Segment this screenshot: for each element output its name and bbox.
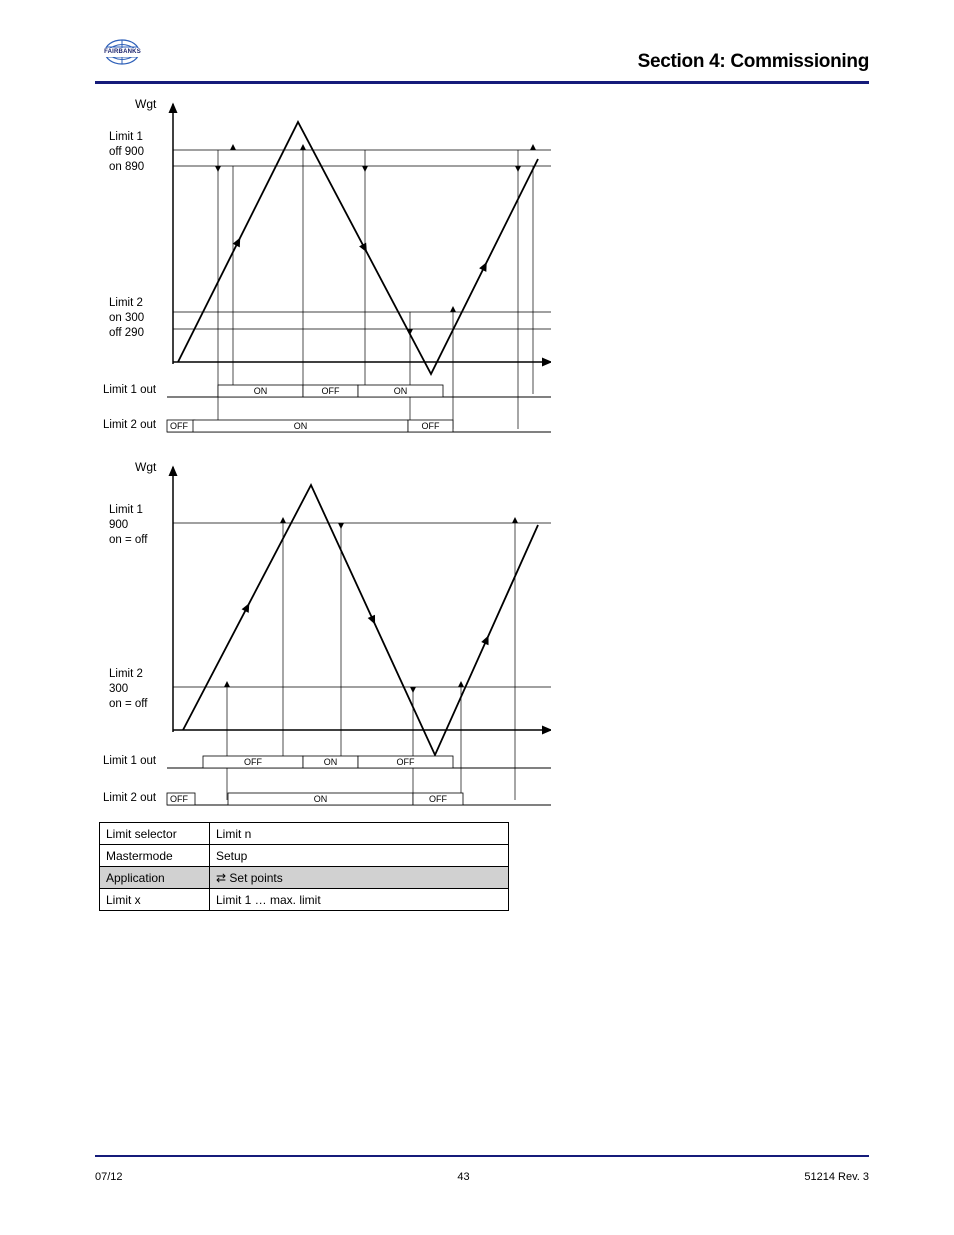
svg-text:OFF: OFF [244, 757, 262, 767]
svg-text:300: 300 [109, 683, 128, 695]
svg-text:ON: ON [314, 794, 328, 804]
svg-text:Limit 1 out: Limit 1 out [103, 755, 157, 767]
limit-diagram-1: Wgt Limit 1 off 900 on 890 Limit 2 on 300 off … [103, 94, 869, 449]
svg-text:ON: ON [394, 386, 408, 396]
svg-text:ON: ON [324, 757, 338, 767]
svg-text:ON: ON [294, 421, 308, 431]
svg-text:OFF: OFF [429, 794, 447, 804]
table-cell: Limit 1 … max. limit [210, 889, 509, 911]
svg-text:ON: ON [254, 386, 268, 396]
table-cell: Application [100, 867, 210, 889]
svg-text:900: 900 [109, 519, 128, 531]
footer-rule [95, 1155, 869, 1157]
svg-text:Limit 1 out: Limit 1 out [103, 384, 157, 396]
svg-text:Wgt: Wgt [135, 97, 157, 111]
table-cell: Mastermode [100, 845, 210, 867]
svg-text:on = off: on = off [109, 698, 148, 710]
svg-text:Limit 2: Limit 2 [109, 297, 143, 309]
section-heading: Section 4: Commissioning [638, 51, 869, 73]
svg-text:Wgt: Wgt [135, 460, 157, 474]
limit-selector-table: Limit selectorLimit nMastermodeSetupAppl… [95, 822, 869, 911]
svg-text:off 900: off 900 [109, 146, 144, 158]
table-cell: Setup [210, 845, 509, 867]
svg-text:Limit 1: Limit 1 [109, 131, 143, 143]
svg-text:on 890: on 890 [109, 161, 144, 173]
svg-text:Limit 2 out: Limit 2 out [103, 419, 157, 431]
svg-text:Limit 2 out: Limit 2 out [103, 792, 157, 804]
table-cell: Limit selector [100, 823, 210, 845]
svg-text:OFF: OFF [397, 757, 415, 767]
svg-text:OFF: OFF [422, 421, 440, 431]
logo-text: FAIRBANKS [95, 49, 150, 55]
footer-left: 07/12 [95, 1171, 123, 1183]
svg-text:on = off: on = off [109, 534, 148, 546]
svg-text:OFF: OFF [322, 386, 340, 396]
limit-diagram-2: Wgt Limit 1 900 on = off Limit 2 300 on = off L… [103, 455, 869, 816]
footer-page: 43 [123, 1171, 805, 1183]
table-cell: ⇄ Set points [210, 867, 509, 889]
footer-right: 51214 Rev. 3 [804, 1171, 869, 1183]
fairbanks-logo: FAIRBANKS [95, 35, 150, 73]
header-rule [95, 81, 869, 84]
svg-text:off 290: off 290 [109, 327, 144, 339]
svg-text:OFF: OFF [170, 421, 188, 431]
table-cell: Limit n [210, 823, 509, 845]
table-cell: Limit x [100, 889, 210, 911]
svg-text:on 300: on 300 [109, 312, 144, 324]
svg-text:Limit 2: Limit 2 [109, 668, 143, 680]
svg-text:OFF: OFF [170, 794, 188, 804]
svg-text:Limit 1: Limit 1 [109, 504, 143, 516]
